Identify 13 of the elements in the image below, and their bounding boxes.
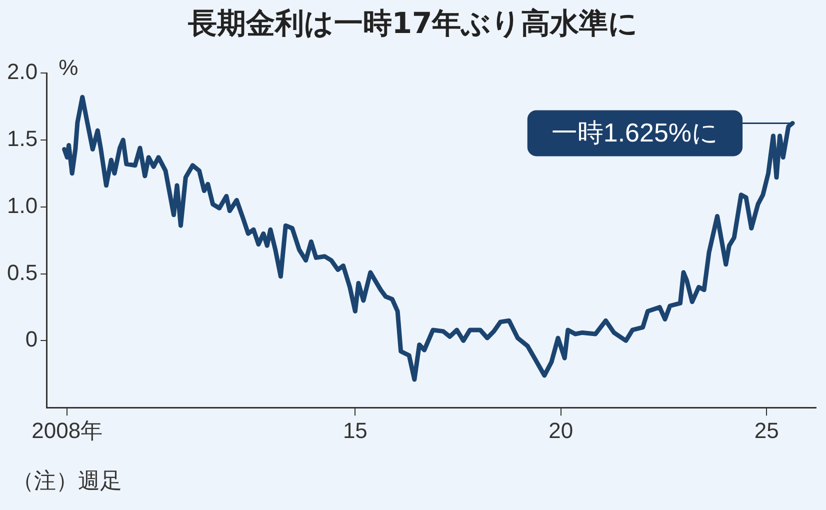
y-tick-label: 1.0 — [6, 192, 38, 218]
x-tick-label: 15 — [342, 418, 368, 443]
chart-title: 長期金利は一時17年ぶり高水準に — [186, 5, 640, 42]
y-tick-label: 0 — [25, 326, 38, 352]
annotation: 一時1.625%に — [551, 117, 719, 148]
x-tick-label: 25 — [754, 418, 779, 443]
x-tick-label: 20 — [548, 418, 574, 443]
y-tick-label: 0.5 — [6, 260, 38, 285]
y-tick-label: 1.5 — [6, 126, 38, 151]
x-tick-label: 2008年 — [32, 418, 103, 443]
y-tick-label: 2.0 — [6, 59, 38, 84]
text: （注）週足 — [12, 467, 122, 495]
y-axis-title: % — [58, 55, 78, 80]
